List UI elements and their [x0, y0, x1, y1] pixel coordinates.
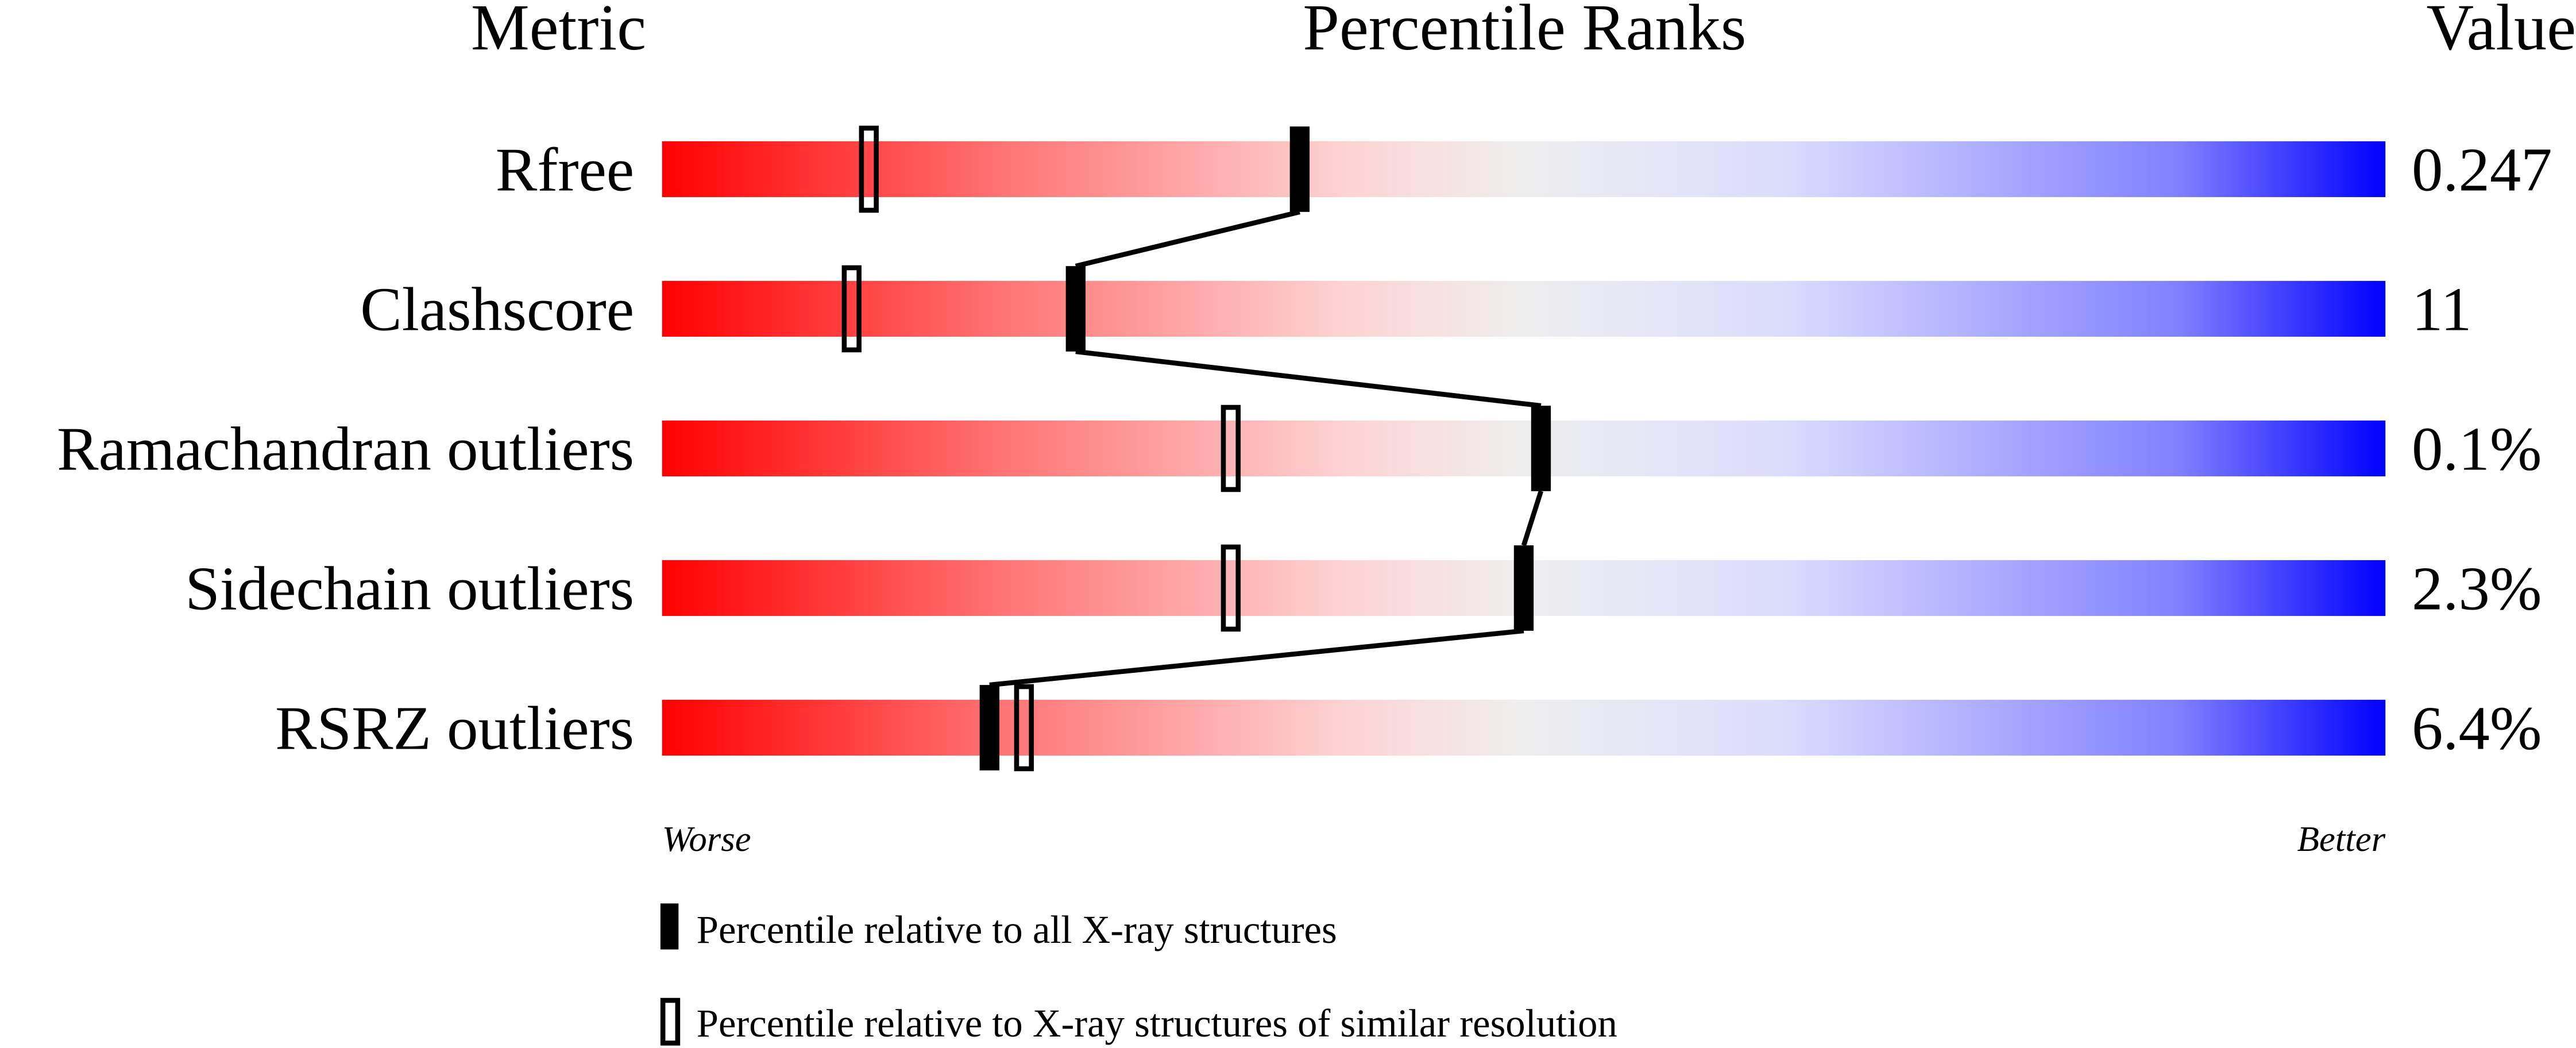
- connector-line: [1075, 209, 1300, 269]
- percentile-bar: [662, 280, 2386, 337]
- percentile-bar: [662, 141, 2386, 198]
- marker-similar-resolution: [1221, 404, 1241, 492]
- legend-all-marker: [660, 903, 679, 950]
- connector-line: [1075, 349, 1542, 409]
- metric-value: 11: [2412, 275, 2472, 344]
- marker-similar-resolution: [859, 125, 879, 213]
- legend-similar-marker: [660, 997, 681, 1046]
- marker-all-structures: [979, 685, 999, 770]
- metric-label: Ramachandran outliers: [57, 414, 634, 484]
- metric-value: 6.4%: [2412, 693, 2542, 763]
- marker-all-structures: [1531, 406, 1551, 491]
- percentile-bar: [662, 420, 2386, 477]
- marker-similar-resolution: [841, 265, 862, 353]
- marker-all-structures: [1065, 266, 1086, 352]
- percentile-bar: [662, 699, 2386, 756]
- marker-all-structures: [1513, 545, 1534, 631]
- axis-label-worse: Worse: [662, 819, 751, 859]
- connector-line: [989, 628, 1524, 688]
- metric-label: Rfree: [496, 135, 634, 205]
- metric-label: RSRZ outliers: [275, 693, 634, 763]
- marker-all-structures: [1289, 126, 1310, 212]
- metric-label: Clashscore: [360, 275, 634, 344]
- connector-line: [1521, 490, 1544, 546]
- marker-similar-resolution: [1221, 544, 1241, 632]
- legend-similar-label: Percentile relative to X-ray structures …: [697, 1001, 1617, 1045]
- marker-similar-resolution: [1014, 684, 1034, 772]
- header-percentile-ranks: Percentile Ranks: [1303, 0, 1746, 64]
- header-value: Value: [2427, 0, 2576, 64]
- metric-label: Sidechain outliers: [185, 554, 634, 623]
- header-metric: Metric: [471, 0, 646, 64]
- metric-value: 0.247: [2412, 135, 2552, 205]
- metric-value: 2.3%: [2412, 554, 2542, 623]
- metric-value: 0.1%: [2412, 414, 2542, 484]
- axis-label-better: Better: [2297, 819, 2385, 859]
- legend-all-label: Percentile relative to all X-ray structu…: [697, 908, 1337, 951]
